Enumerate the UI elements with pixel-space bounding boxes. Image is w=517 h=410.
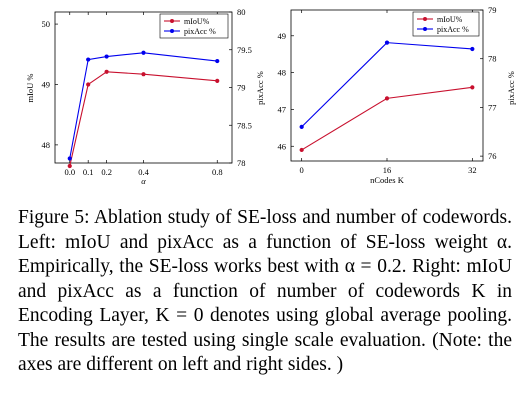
- chart-1-legend-swatch-marker: [170, 19, 174, 23]
- chart-1-series-pixacc-point: [215, 58, 220, 64]
- chart-2-legend-box: [412, 11, 480, 37]
- chart-1-series-pixacc-point: [86, 57, 91, 62]
- chart-1-series-miou-point: [104, 69, 109, 74]
- chart-2-series-pixacc-point: [470, 46, 475, 52]
- chart-1-x-axis-label: α: [141, 176, 146, 186]
- chart-1-y-right-tick-label: 78.5: [237, 120, 252, 130]
- chart-2-legend-swatch-marker: [423, 17, 427, 21]
- chart-2-y-right-tick-label: 78: [488, 54, 497, 64]
- chart-2-y-right-tick-label: 79: [488, 5, 497, 15]
- chart-2-y-right-tick-label: 76: [488, 151, 497, 161]
- chart-1-series-miou-point: [141, 72, 146, 77]
- chart-2-series-miou-point: [470, 85, 475, 90]
- chart-1-legend-swatch-marker: [170, 29, 174, 33]
- chart-1-legend-box: [159, 13, 229, 39]
- chart-2-y-left-tick-label: 46: [278, 141, 287, 151]
- chart-1-y-right-tick-label: 80: [237, 7, 246, 17]
- chart-2-y-right-axis-label: pixAcc %: [506, 71, 516, 105]
- figure-caption: Figure 5: Ablation study of SE-loss and …: [18, 207, 512, 375]
- chart-2-y-left-tick-label: 49: [278, 31, 287, 41]
- chart-2-series-pixacc-point: [384, 40, 390, 45]
- chart-2-series-miou-point: [384, 96, 390, 101]
- chart-2-y-left-tick-label: 47: [278, 104, 287, 114]
- chart-2-legend-label: mIoU%: [437, 15, 463, 24]
- chart-2-y-left-tick-label: 48: [278, 68, 287, 78]
- chart-1-series-miou-line: [69, 71, 218, 167]
- chart-1-legend-label: mIoU%: [184, 17, 210, 26]
- chart-1-y-left-tick-label: 49: [42, 79, 51, 89]
- chart-1-x-tick-label: 0.4: [138, 167, 149, 177]
- chart-1-y-left-tick-label: 50: [42, 19, 51, 29]
- chart-1-y-right-tick-label: 79: [237, 83, 246, 93]
- chart-1-legend-label: pixAcc %: [184, 27, 216, 36]
- chart-2-legend-swatch-marker: [423, 27, 427, 31]
- chart-1-series-pixacc-line: [69, 52, 218, 159]
- figure-panels: 0.0 0.1 0.2 0.4 0.8 48 49 50 78 78.5 79 79.5 80 α mIoU…: [25, 5, 516, 186]
- chart-1-y-left-tick-label: 48: [42, 140, 51, 150]
- chart-1-series-pixacc-point: [141, 50, 146, 55]
- chart-1-y-right-axis-label: pixAcc %: [255, 71, 265, 105]
- chart-1-x-tick-label: 0.8: [212, 167, 223, 177]
- chart-2-series-miou-point: [299, 147, 304, 153]
- chart-2-series-pixacc-line: [301, 42, 473, 128]
- chart-1-x-tick-label: 0.0: [64, 167, 75, 177]
- chart-1-x-tick-label: 0.2: [101, 167, 112, 177]
- chart-2-y-right-tick-label: 77: [488, 102, 497, 112]
- chart-1-series-miou-point: [215, 78, 220, 83]
- chart-2-x-tick-label: 0: [300, 165, 304, 175]
- chart-1-series-pixacc-point: [67, 156, 72, 161]
- chart-2-legend-label: pixAcc %: [437, 25, 469, 34]
- chart-1-series-pixacc-point: [104, 54, 109, 59]
- chart-1-x-tick-label: 0.1: [83, 167, 94, 177]
- chart-1-y-left-axis-label: mIoU %: [25, 73, 35, 102]
- chart-2-series-pixacc-point: [299, 124, 304, 130]
- chart-1-y-right-tick-label: 79.5: [237, 45, 252, 55]
- chart-2-x-tick-label: 32: [468, 165, 477, 175]
- chart-1-y-right-tick-label: 78: [237, 158, 246, 168]
- chart-1-series-miou-point: [86, 82, 91, 87]
- chart-2-x-tick-label: 16: [383, 165, 392, 175]
- chart-2-x-axis-label: nCodes K: [370, 175, 405, 185]
- chart-1-series-miou-point: [67, 163, 72, 169]
